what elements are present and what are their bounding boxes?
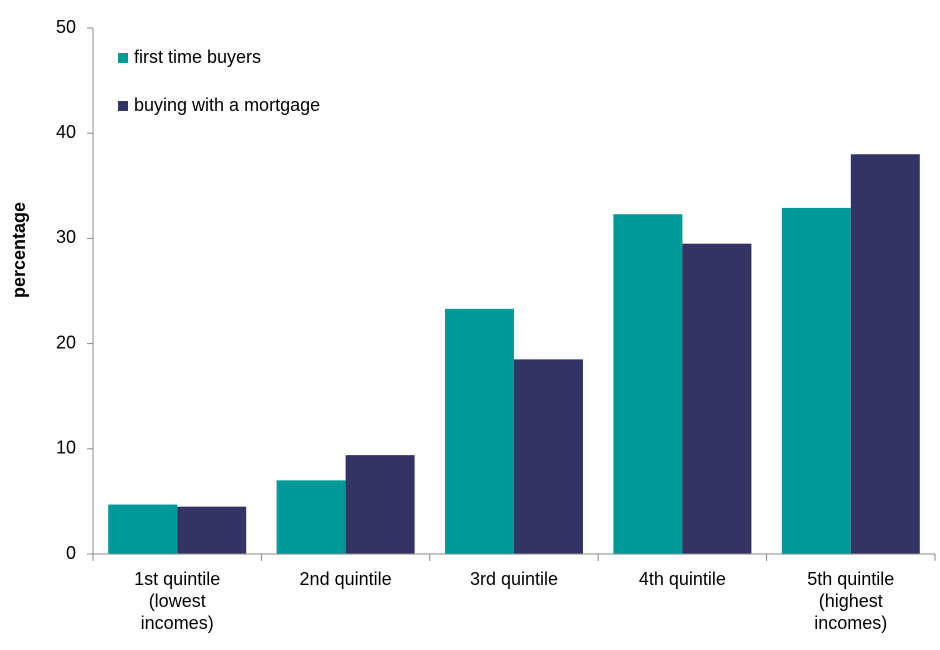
bar xyxy=(682,243,752,554)
bar xyxy=(514,359,583,554)
y-tick-label: 20 xyxy=(56,332,76,352)
legend-label: buying with a mortgage xyxy=(134,95,320,115)
y-tick-label: 40 xyxy=(56,122,76,142)
y-tick-label: 0 xyxy=(66,543,76,563)
x-tick-label: 1st quintile (lowest incomes) xyxy=(134,569,220,633)
x-tick-label: 3rd quintile xyxy=(470,569,558,589)
bar xyxy=(345,455,415,554)
x-tick-label: 5th quintile (highest incomes) xyxy=(807,569,894,633)
legend-label: first time buyers xyxy=(134,47,261,67)
y-axis-label: percentage xyxy=(9,202,29,298)
y-tick-label: 10 xyxy=(56,438,76,458)
bar xyxy=(177,506,247,554)
bar xyxy=(781,207,851,554)
bar xyxy=(850,154,920,555)
y-tick-label: 30 xyxy=(56,227,76,247)
x-tick-label: 2nd quintile xyxy=(300,569,392,589)
bar xyxy=(108,504,178,554)
legend-swatch xyxy=(118,101,128,111)
bar xyxy=(445,308,514,554)
bar xyxy=(613,214,683,555)
x-tick-label: 4th quintile xyxy=(639,569,726,589)
bar xyxy=(276,480,346,554)
y-tick-label: 50 xyxy=(56,17,76,37)
legend-swatch xyxy=(118,53,128,63)
